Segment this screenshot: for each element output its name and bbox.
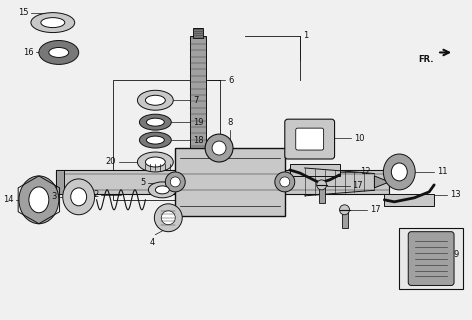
Circle shape <box>280 177 290 187</box>
Text: 17: 17 <box>371 205 381 214</box>
Ellipse shape <box>391 163 407 181</box>
Ellipse shape <box>145 95 165 105</box>
Text: 7: 7 <box>193 96 199 105</box>
Ellipse shape <box>148 182 176 198</box>
Ellipse shape <box>155 186 169 194</box>
Text: FR.: FR. <box>419 55 434 64</box>
Ellipse shape <box>63 179 94 215</box>
Text: 12: 12 <box>361 167 371 176</box>
Ellipse shape <box>383 154 415 190</box>
Circle shape <box>205 134 233 162</box>
Ellipse shape <box>49 47 69 58</box>
Text: 2: 2 <box>93 190 99 199</box>
Bar <box>190 36 206 148</box>
Bar <box>384 194 434 206</box>
Text: 20: 20 <box>105 157 116 166</box>
Circle shape <box>212 141 226 155</box>
Ellipse shape <box>139 114 171 130</box>
Circle shape <box>170 177 180 187</box>
Ellipse shape <box>137 90 173 110</box>
Text: 14: 14 <box>3 195 14 204</box>
FancyBboxPatch shape <box>285 119 335 159</box>
FancyBboxPatch shape <box>408 232 454 285</box>
Ellipse shape <box>41 18 65 28</box>
Text: 9: 9 <box>453 250 458 259</box>
Bar <box>342 210 347 228</box>
Text: 10: 10 <box>354 133 365 143</box>
Bar <box>56 170 389 194</box>
Text: 15: 15 <box>18 8 29 17</box>
Bar <box>193 28 203 37</box>
Text: 19: 19 <box>193 118 204 127</box>
Text: 6: 6 <box>228 76 234 85</box>
Text: 17: 17 <box>353 181 363 190</box>
Ellipse shape <box>145 157 165 167</box>
Text: 16: 16 <box>23 48 34 57</box>
Circle shape <box>339 205 349 215</box>
Text: 11: 11 <box>437 167 447 176</box>
Ellipse shape <box>137 152 173 172</box>
Bar <box>56 170 64 194</box>
Text: 5: 5 <box>140 179 145 188</box>
FancyBboxPatch shape <box>296 128 324 150</box>
Text: 4: 4 <box>150 238 155 247</box>
Ellipse shape <box>31 13 75 33</box>
Text: 1: 1 <box>303 31 308 40</box>
Ellipse shape <box>29 187 49 213</box>
Bar <box>290 164 339 176</box>
Circle shape <box>161 211 175 225</box>
Text: 8: 8 <box>228 118 233 127</box>
Circle shape <box>317 180 327 190</box>
Bar <box>112 80 220 200</box>
Text: 18: 18 <box>193 136 204 145</box>
Circle shape <box>165 172 185 192</box>
Polygon shape <box>374 176 389 188</box>
Text: 3: 3 <box>51 192 57 201</box>
Ellipse shape <box>146 136 164 144</box>
Bar <box>319 185 325 203</box>
Ellipse shape <box>19 176 59 224</box>
Text: 13: 13 <box>450 190 461 199</box>
Bar <box>175 148 285 216</box>
Ellipse shape <box>139 132 171 148</box>
Ellipse shape <box>146 118 164 126</box>
Bar <box>399 228 463 289</box>
Circle shape <box>154 204 182 232</box>
Ellipse shape <box>39 41 79 64</box>
Circle shape <box>275 172 295 192</box>
Ellipse shape <box>71 188 87 206</box>
